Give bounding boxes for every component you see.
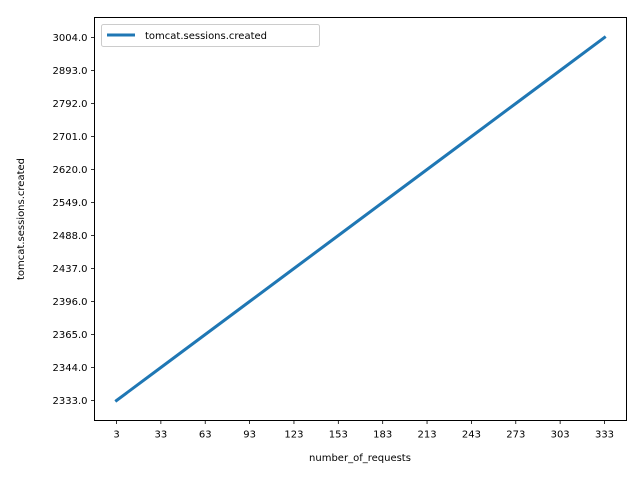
x-axis-ticks: 3 33 63 93 123 153 183 213 243 273 303 333	[113, 420, 614, 441]
x-tick-label: 243	[462, 430, 481, 441]
y-tick-label: 2344.0	[53, 363, 88, 374]
y-tick-label: 2701.0	[53, 132, 88, 143]
x-tick-label: 3	[113, 430, 119, 441]
x-tick-label: 213	[417, 430, 436, 441]
y-tick-label: 2333.0	[53, 396, 88, 407]
y-tick-label: 2792.0	[53, 99, 88, 110]
y-tick-label: 2549.0	[53, 198, 88, 209]
x-tick-label: 123	[284, 430, 303, 441]
x-tick-label: 93	[243, 430, 256, 441]
y-tick-label: 2488.0	[53, 231, 88, 242]
legend-label: tomcat.sessions.created	[145, 31, 267, 42]
x-tick-label: 303	[551, 430, 570, 441]
x-tick-label: 183	[373, 430, 392, 441]
x-tick-label: 33	[154, 430, 167, 441]
axes-frame	[94, 17, 627, 421]
y-tick-label: 2365.0	[53, 330, 88, 341]
y-tick-label: 2437.0	[53, 264, 88, 275]
legend-box	[101, 24, 320, 47]
legend: tomcat.sessions.created	[101, 24, 320, 47]
y-tick-label: 3004.0	[53, 33, 88, 44]
x-tick-label: 153	[329, 430, 348, 441]
y-axis-ticks: 2333.0 2344.0 2365.0 2396.0 2437.0 2488.0 2549…	[53, 33, 95, 407]
x-tick-label: 333	[595, 430, 614, 441]
series-line	[114, 35, 607, 403]
x-tick-label: 63	[199, 430, 212, 441]
y-tick-label: 2893.0	[53, 66, 88, 77]
x-tick-label: 273	[506, 430, 525, 441]
y-tick-label: 2396.0	[53, 297, 88, 308]
y-axis-label: tomcat.sessions.created	[16, 158, 27, 280]
series-layer	[114, 35, 607, 403]
x-axis-label: number_of_requests	[309, 453, 411, 464]
y-tick-label: 2620.0	[53, 165, 88, 176]
